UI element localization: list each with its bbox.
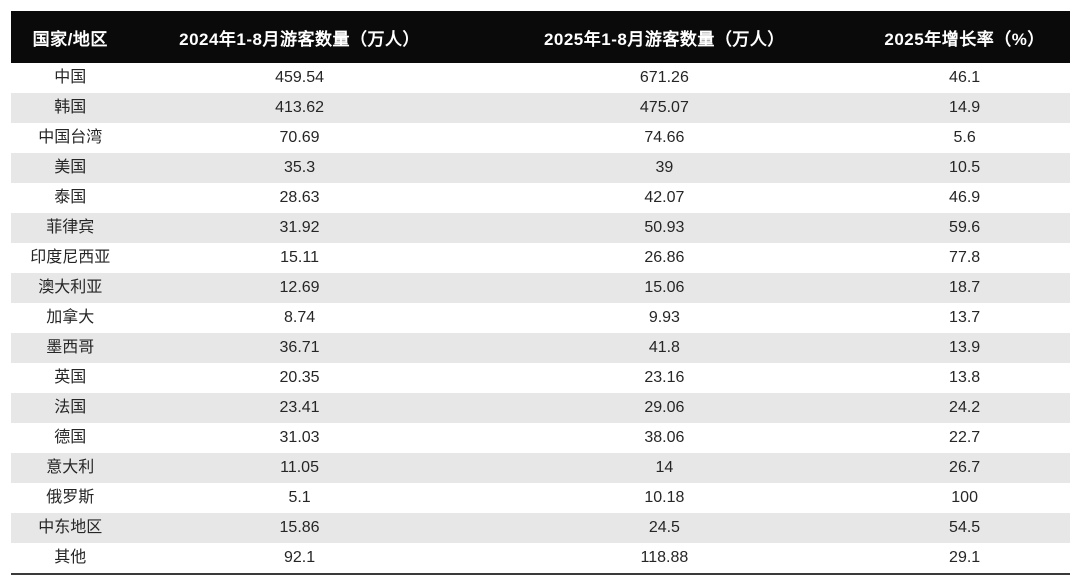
cell-visitors-2025: 671.26 <box>639 69 689 86</box>
table-row: 中国台湾 70.69 74.66 5.6 <box>11 123 1070 153</box>
cell-visitors-2025: 475.07 <box>639 99 689 116</box>
header-row: 国家/地区 2024年1-8月游客数量（万人） 2025年1-8月游客数量（万人… <box>11 11 1070 63</box>
column-header-region: 国家/地区 <box>11 11 130 63</box>
cell-growth-2025: 5.6 <box>953 129 976 146</box>
cell-growth-2025: 54.5 <box>949 519 981 536</box>
cell-growth-2025: 13.8 <box>949 369 981 386</box>
cell-region: 菲律宾 <box>46 219 95 236</box>
cell-growth-2025: 18.7 <box>949 279 981 296</box>
cell-region: 法国 <box>54 399 87 416</box>
cell-region: 泰国 <box>54 189 87 206</box>
cell-region: 俄罗斯 <box>46 489 95 506</box>
table-row: 俄罗斯 5.1 10.18 100 <box>11 483 1070 513</box>
cell-region: 中国 <box>54 69 87 86</box>
cell-visitors-2025: 10.18 <box>644 489 685 506</box>
cell-visitors-2024: 413.62 <box>275 99 325 116</box>
cell-growth-2025: 24.2 <box>949 399 981 416</box>
table-row: 墨西哥 36.71 41.8 13.9 <box>11 333 1070 363</box>
cell-region: 韩国 <box>54 99 87 116</box>
cell-region: 英国 <box>54 369 87 386</box>
cell-visitors-2025: 42.07 <box>644 189 685 206</box>
table-row: 中国 459.54 671.26 46.1 <box>11 63 1070 93</box>
cell-region: 意大利 <box>46 459 95 476</box>
table-row: 韩国 413.62 475.07 14.9 <box>11 93 1070 123</box>
cell-visitors-2025: 23.16 <box>644 369 685 386</box>
cell-growth-2025: 77.8 <box>949 249 981 266</box>
cell-growth-2025: 10.5 <box>949 159 981 176</box>
table-row: 德国 31.03 38.06 22.7 <box>11 423 1070 453</box>
cell-visitors-2025: 15.06 <box>644 279 685 296</box>
cell-visitors-2025: 29.06 <box>644 399 685 416</box>
cell-visitors-2024: 20.35 <box>279 369 320 386</box>
cell-visitors-2024: 459.54 <box>275 69 325 86</box>
cell-visitors-2025: 9.93 <box>648 309 680 326</box>
cell-visitors-2024: 11.05 <box>280 459 319 476</box>
cell-visitors-2024: 70.69 <box>279 129 320 146</box>
cell-growth-2025: 46.9 <box>949 189 981 206</box>
cell-visitors-2024: 92.1 <box>283 549 316 566</box>
cell-region: 其他 <box>54 549 87 566</box>
column-header-visitors-2025: 2025年1-8月游客数量（万人） <box>469 11 860 63</box>
cell-visitors-2025: 74.66 <box>644 129 685 146</box>
column-header-visitors-2024: 2024年1-8月游客数量（万人） <box>129 11 470 63</box>
cell-growth-2025: 59.6 <box>949 219 981 236</box>
cell-visitors-2025: 26.86 <box>644 249 685 266</box>
table-row: 英国 20.35 23.16 13.8 <box>11 363 1070 393</box>
table-header: 国家/地区 2024年1-8月游客数量（万人） 2025年1-8月游客数量（万人… <box>11 11 1070 63</box>
cell-region: 中东地区 <box>38 519 103 536</box>
table-row: 意大利 11.05 14 26.7 <box>11 453 1070 483</box>
cell-growth-2025: 46.1 <box>949 69 981 86</box>
cell-region: 墨西哥 <box>46 339 95 356</box>
cell-visitors-2025: 39 <box>655 159 674 176</box>
cell-growth-2025: 13.9 <box>949 339 981 356</box>
cell-region: 澳大利亚 <box>38 279 103 296</box>
cell-visitors-2024: 5.1 <box>288 489 311 506</box>
cell-visitors-2024: 8.74 <box>283 309 316 326</box>
cell-region: 加拿大 <box>46 309 95 326</box>
cell-growth-2025: 13.7 <box>949 309 981 326</box>
table-row: 美国 35.3 39 10.5 <box>11 153 1070 183</box>
table-row: 其他 92.1 118.88 29.1 <box>11 543 1070 574</box>
cell-region: 德国 <box>54 429 87 446</box>
cell-visitors-2024: 35.3 <box>283 159 316 176</box>
table-row: 加拿大 8.74 9.93 13.7 <box>11 303 1070 333</box>
cell-growth-2025: 100 <box>951 489 978 506</box>
cell-region: 美国 <box>54 159 87 176</box>
cell-visitors-2025: 118.88 <box>640 549 689 566</box>
cell-growth-2025: 26.7 <box>949 459 981 476</box>
cell-visitors-2024: 12.69 <box>279 279 320 296</box>
cell-region: 印度尼西亚 <box>30 249 111 266</box>
column-header-growth-2025: 2025年增长率（%） <box>859 11 1070 63</box>
cell-region: 中国台湾 <box>38 129 103 146</box>
table-row: 菲律宾 31.92 50.93 59.6 <box>11 213 1070 243</box>
table-row: 泰国 28.63 42.07 46.9 <box>11 183 1070 213</box>
cell-growth-2025: 14.9 <box>949 99 981 116</box>
table-row: 印度尼西亚 15.11 26.86 77.8 <box>11 243 1070 273</box>
cell-visitors-2024: 15.86 <box>279 519 320 536</box>
visitor-stats-table-wrap: 国家/地区 2024年1-8月游客数量（万人） 2025年1-8月游客数量（万人… <box>11 11 1070 575</box>
cell-visitors-2025: 38.06 <box>644 429 685 446</box>
cell-visitors-2024: 28.63 <box>279 189 320 206</box>
cell-visitors-2024: 31.92 <box>279 219 320 236</box>
cell-visitors-2024: 23.41 <box>279 399 320 416</box>
cell-visitors-2024: 15.11 <box>280 249 319 266</box>
table-row: 澳大利亚 12.69 15.06 18.7 <box>11 273 1070 303</box>
cell-visitors-2025: 50.93 <box>644 219 685 236</box>
cell-visitors-2025: 41.8 <box>648 339 680 356</box>
visitor-stats-table: 国家/地区 2024年1-8月游客数量（万人） 2025年1-8月游客数量（万人… <box>11 11 1070 575</box>
table-body: 中国 459.54 671.26 46.1 韩国 413.62 475.07 14.9 中国台湾… <box>11 63 1070 574</box>
cell-visitors-2024: 31.03 <box>279 429 320 446</box>
cell-growth-2025: 29.1 <box>949 549 981 566</box>
table-row: 中东地区 15.86 24.5 54.5 <box>11 513 1070 543</box>
cell-visitors-2024: 36.71 <box>279 339 320 356</box>
cell-visitors-2025: 24.5 <box>648 519 680 536</box>
table-row: 法国 23.41 29.06 24.2 <box>11 393 1070 423</box>
cell-growth-2025: 22.7 <box>949 429 981 446</box>
cell-visitors-2025: 14 <box>655 459 674 476</box>
